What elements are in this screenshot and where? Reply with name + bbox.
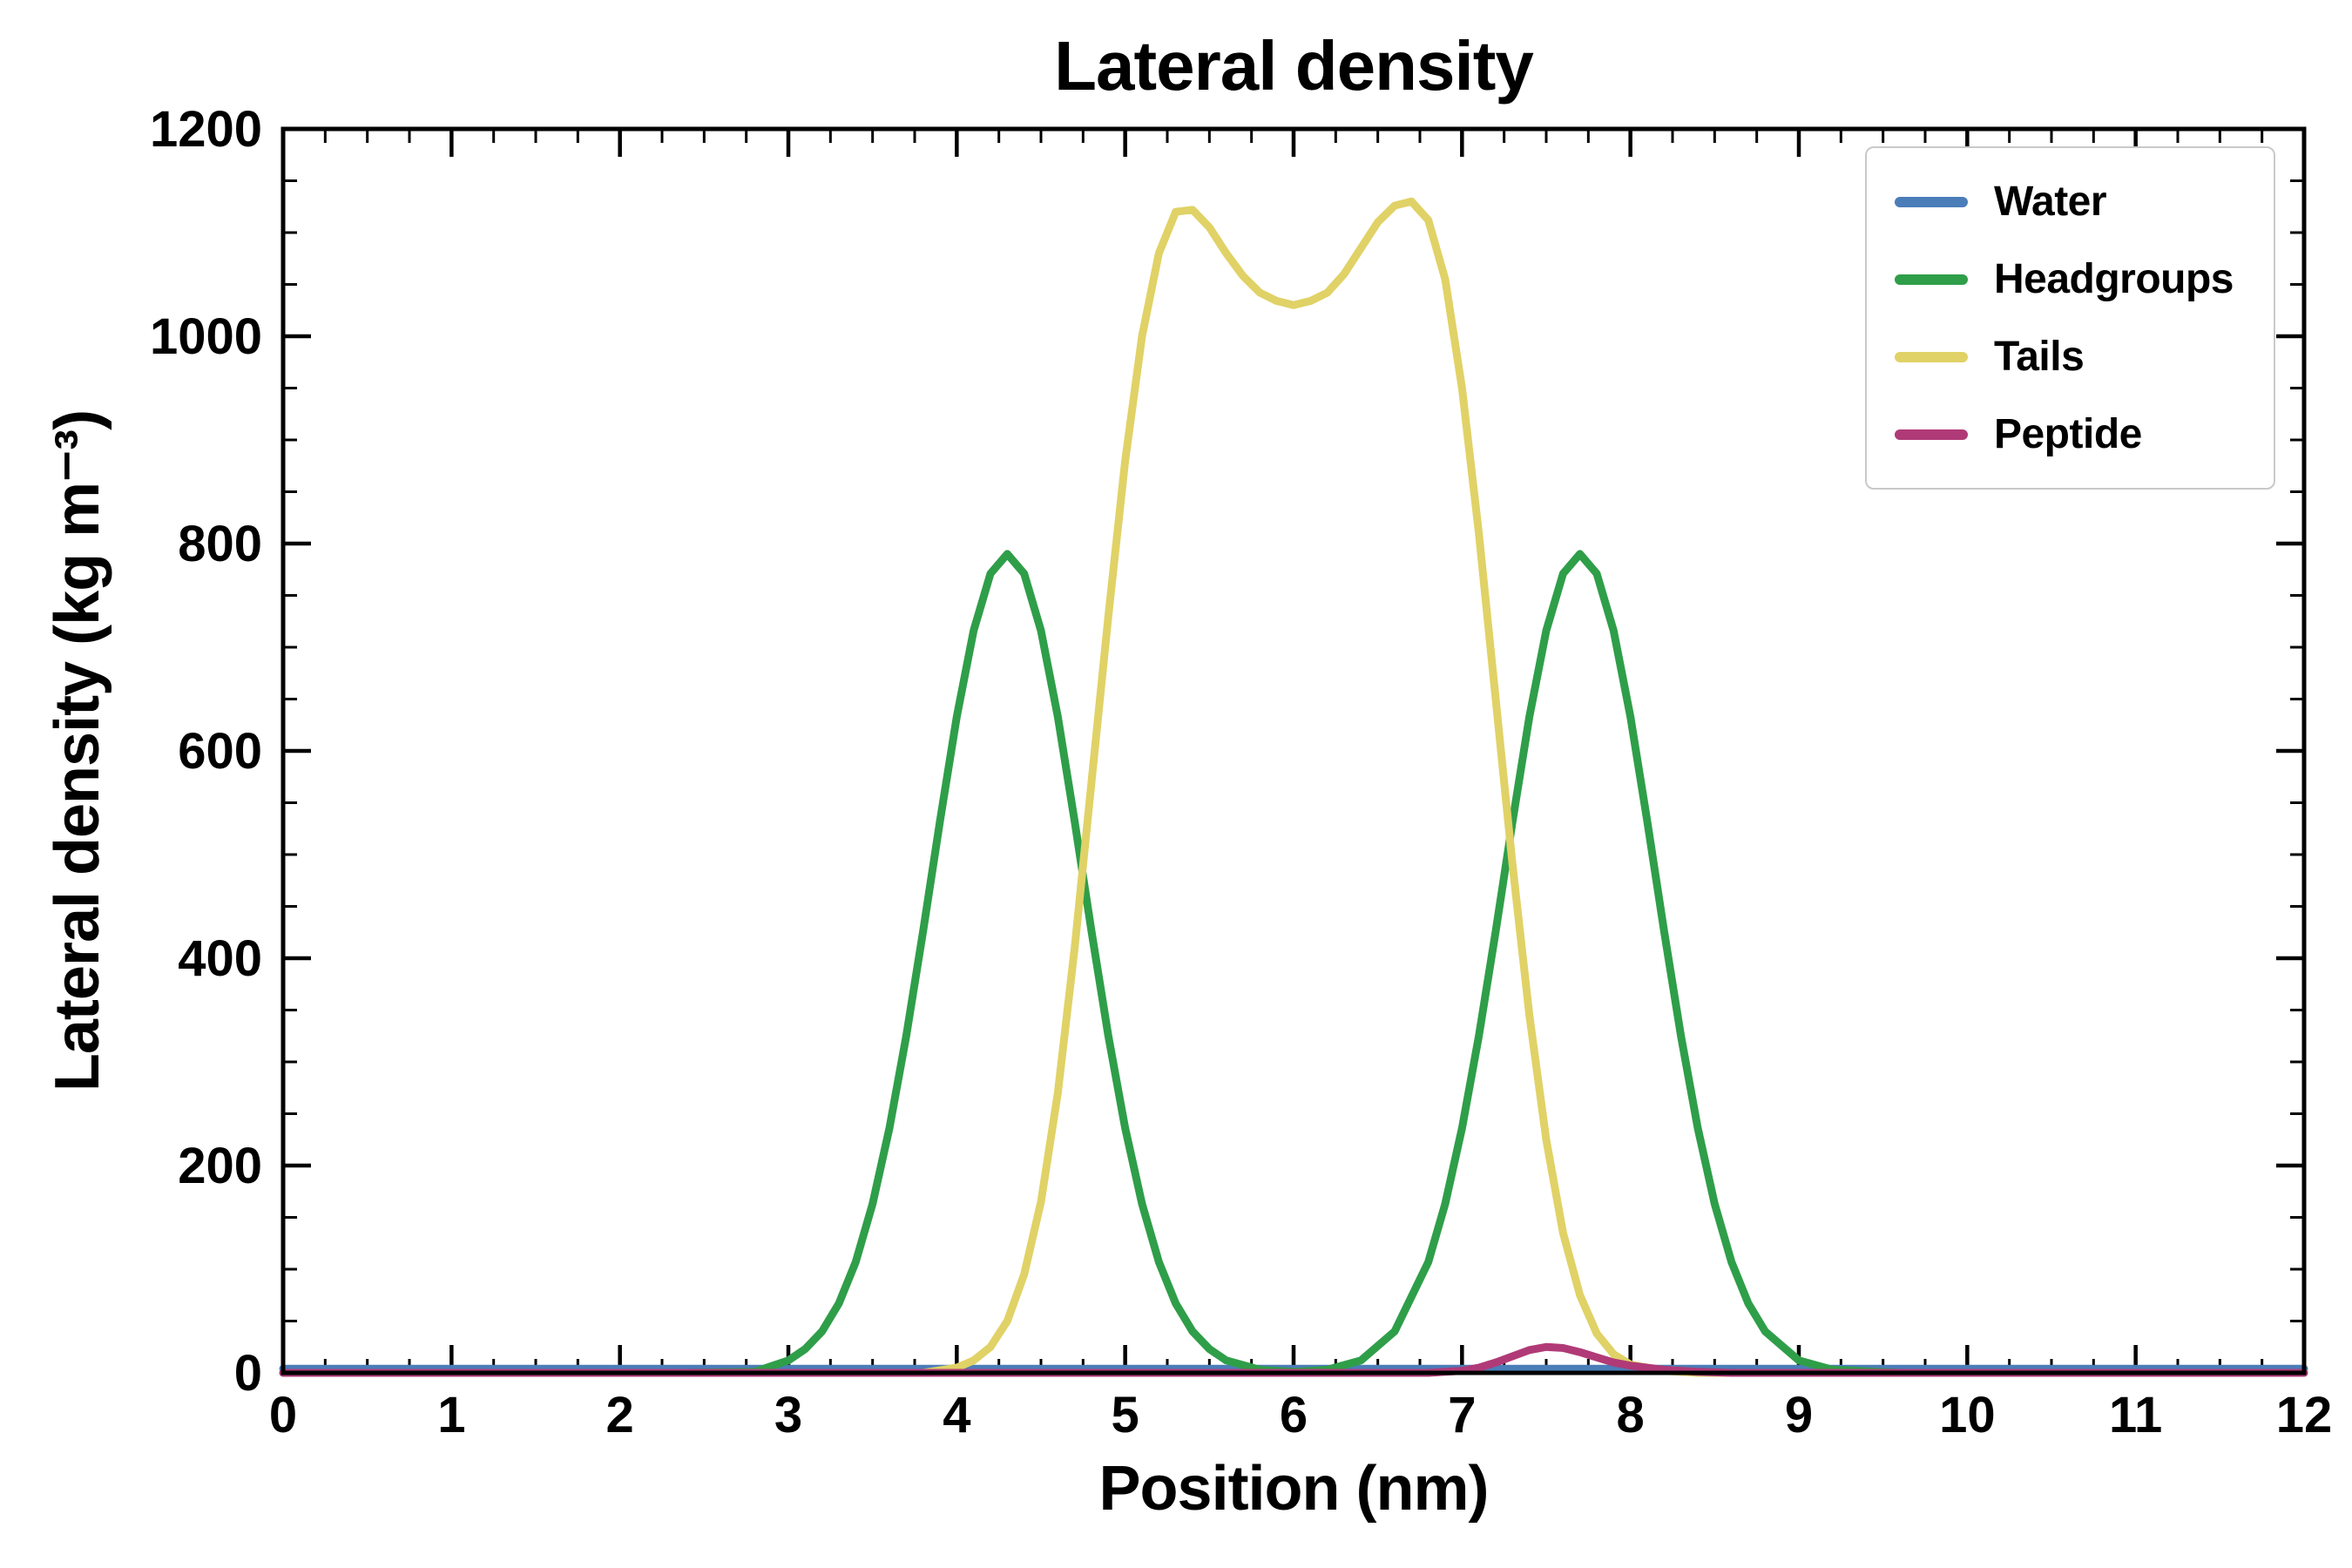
legend-swatch-headgroups	[1894, 274, 1968, 285]
y-tick-label: 800	[178, 516, 262, 572]
x-tick-label: 2	[606, 1387, 634, 1443]
x-tick-label: 0	[269, 1387, 297, 1443]
x-tick-label: 3	[774, 1387, 802, 1443]
legend-swatch-peptide	[1894, 429, 1968, 440]
x-tick-label: 4	[943, 1387, 970, 1443]
x-tick-label: 10	[1939, 1387, 1996, 1443]
legend-item-tails: Tails	[1894, 333, 2234, 381]
x-tick-label: 7	[1448, 1387, 1476, 1443]
x-tick-label: 6	[1280, 1387, 1308, 1443]
legend: Water Headgroups Tails Peptide	[1864, 146, 2275, 490]
x-tick-label: 1	[437, 1387, 465, 1443]
x-tick-label: 9	[1785, 1387, 1813, 1443]
x-tick-label: 12	[2276, 1387, 2333, 1443]
y-tick-label: 400	[178, 930, 262, 987]
x-tick-label: 8	[1617, 1387, 1645, 1443]
y-tick-label: 1000	[150, 308, 262, 365]
legend-swatch-tails	[1894, 351, 1968, 362]
y-tick-label: 600	[178, 723, 262, 780]
series-tails-line	[279, 197, 2308, 1377]
legend-label: Water	[1993, 179, 2107, 225]
x-tick-label: 5	[1112, 1387, 1139, 1443]
y-tick-label: 1200	[150, 101, 262, 158]
x-axis-label: Position (nm)	[1098, 1454, 1490, 1524]
y-tick-label: 200	[178, 1138, 262, 1194]
series-headgroups-line	[279, 550, 2308, 1377]
legend-item-peptide: Peptide	[1894, 410, 2234, 458]
y-tick-label: 0	[234, 1345, 262, 1402]
legend-label: Headgroups	[1993, 256, 2234, 302]
axes-frame	[280, 126, 2307, 1375]
series-peptide-line	[279, 1342, 2308, 1377]
legend-item-headgroups: Headgroups	[1894, 255, 2234, 303]
legend-label: Tails	[1993, 334, 2085, 380]
legend-label: Peptide	[1993, 411, 2142, 457]
legend-item-water: Water	[1894, 178, 2234, 226]
x-tick-label: 11	[2109, 1387, 2162, 1443]
chart-title: Lateral density	[1054, 27, 1534, 105]
legend-swatch-water	[1894, 196, 1968, 207]
